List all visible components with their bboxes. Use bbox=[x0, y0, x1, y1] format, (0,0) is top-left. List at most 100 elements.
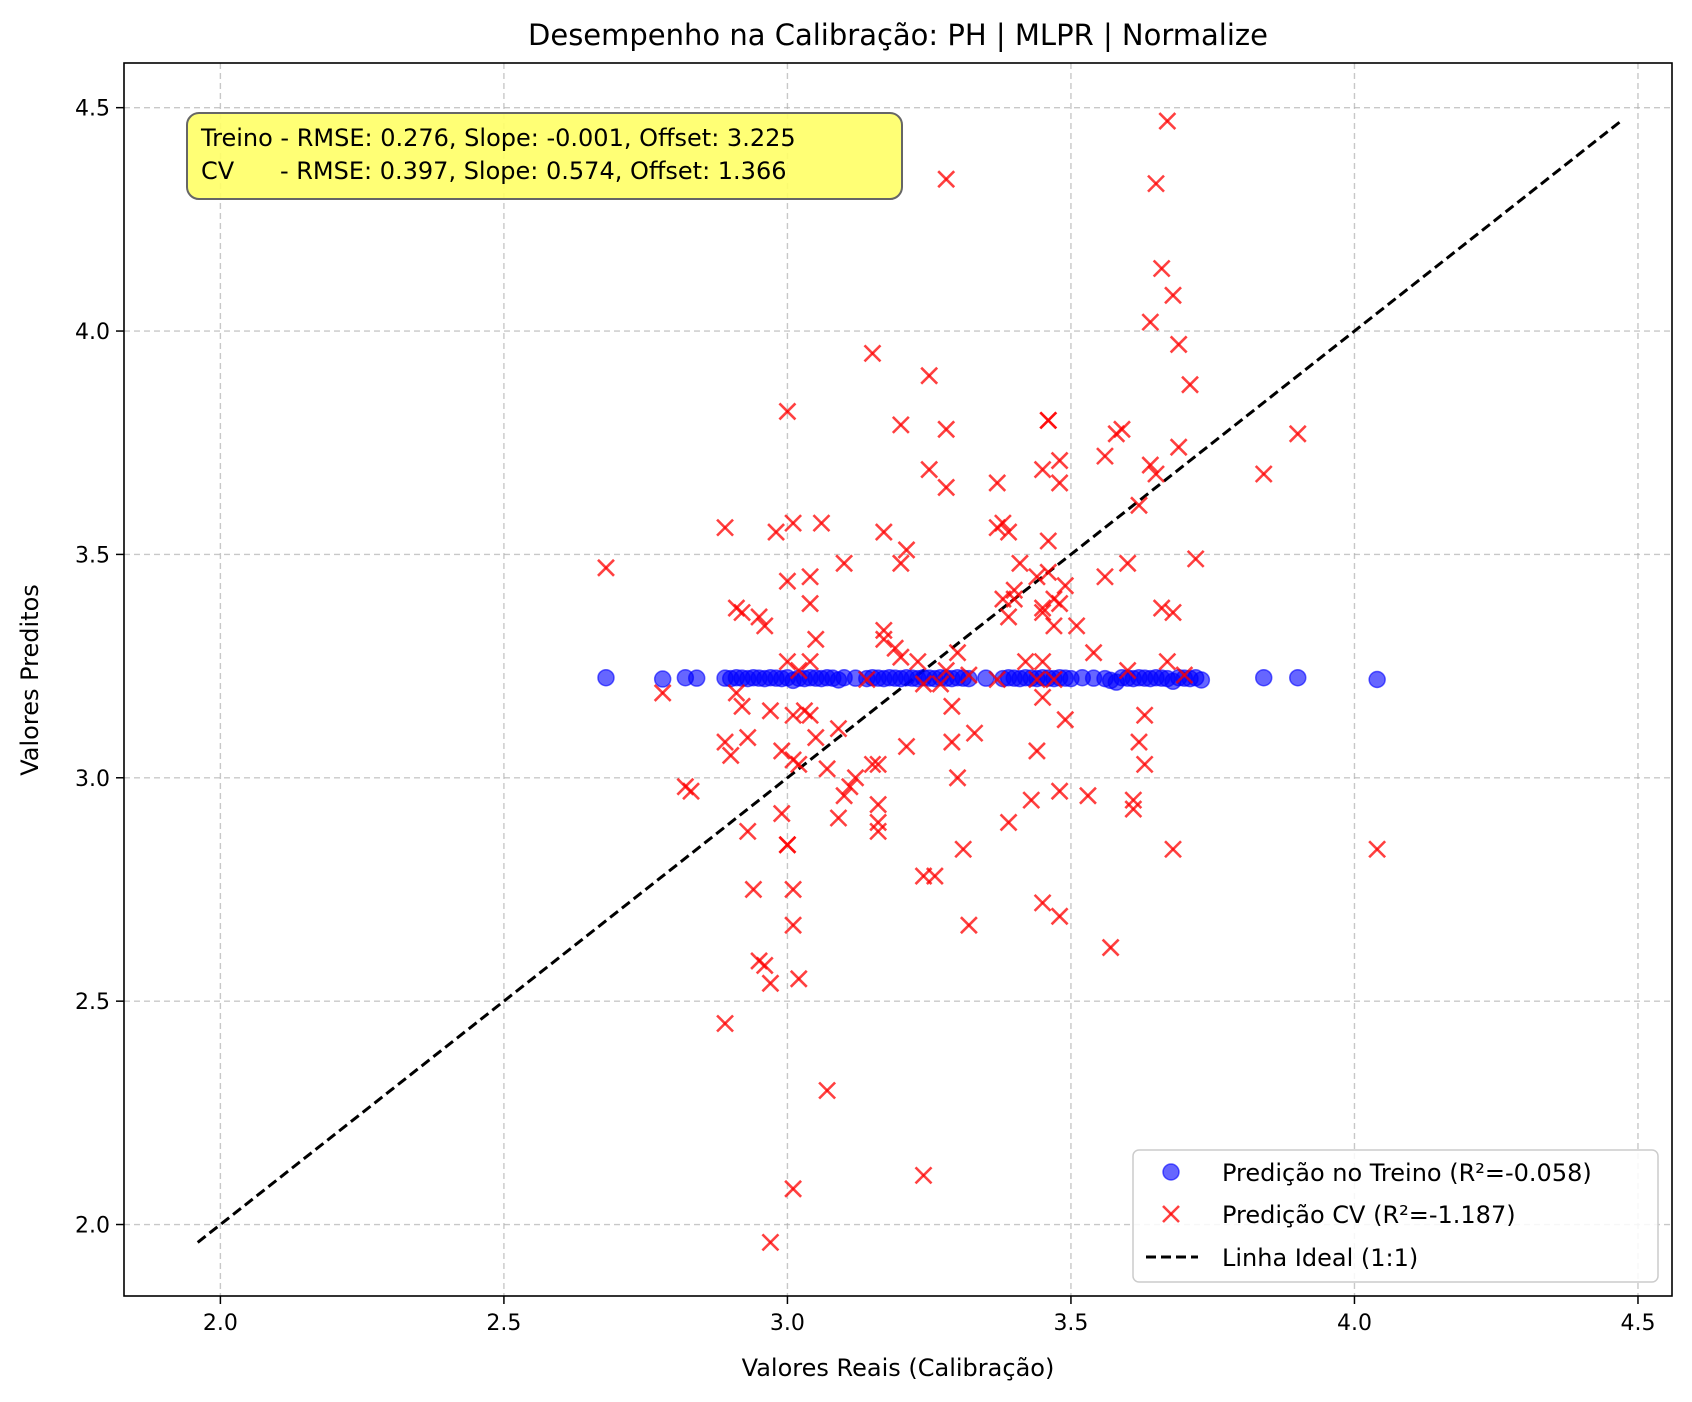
cv-point bbox=[1033, 599, 1052, 617]
train-point bbox=[687, 669, 706, 687]
y-tick-label: 2.5 bbox=[75, 990, 110, 1015]
cv-point bbox=[772, 742, 791, 760]
x-tick-label: 3.5 bbox=[1053, 1311, 1088, 1336]
cv-point bbox=[959, 666, 978, 684]
cv-point bbox=[914, 1166, 933, 1185]
train-point bbox=[1368, 670, 1386, 689]
legend-box bbox=[1132, 1149, 1659, 1283]
cv-point bbox=[999, 813, 1018, 832]
legend-label-cv: Predição CV (R²=-1.187) bbox=[1222, 1201, 1516, 1229]
cv-point bbox=[1050, 907, 1069, 926]
chart-title: Desempenho na Calibração: PH | MLPR | No… bbox=[528, 18, 1268, 52]
cv-point bbox=[716, 1014, 734, 1033]
cv-point bbox=[761, 974, 780, 993]
cv-point bbox=[1147, 465, 1165, 483]
cv-point bbox=[840, 777, 859, 796]
cv-point bbox=[874, 630, 893, 649]
cv-point bbox=[1135, 706, 1154, 725]
cv-point bbox=[1050, 594, 1069, 613]
y-tick-label: 4.0 bbox=[75, 320, 110, 345]
cv-point bbox=[784, 880, 803, 899]
cv-point bbox=[750, 608, 768, 626]
cv-point bbox=[767, 523, 786, 541]
cv-point bbox=[891, 415, 910, 434]
cv-point bbox=[1056, 576, 1075, 595]
x-tick-label: 2.0 bbox=[203, 1311, 238, 1336]
cv-point bbox=[1164, 840, 1182, 859]
cv-point bbox=[863, 344, 882, 363]
cv-point bbox=[778, 835, 797, 854]
cv-point bbox=[937, 170, 956, 189]
cv-point bbox=[993, 514, 1012, 533]
annotation-line-train: Treino - RMSE: 0.276, Slope: -0.001, Off… bbox=[200, 124, 796, 152]
cv-point bbox=[682, 782, 700, 801]
cv-point bbox=[1141, 313, 1160, 332]
cv-point bbox=[1158, 112, 1177, 130]
cv-points bbox=[597, 112, 1387, 1252]
cv-point bbox=[959, 916, 978, 935]
cv-point bbox=[1045, 616, 1063, 635]
cv-point bbox=[812, 514, 831, 533]
cv-point bbox=[738, 728, 757, 747]
cv-point bbox=[1164, 286, 1182, 305]
cv-point bbox=[942, 733, 961, 751]
train-point bbox=[597, 668, 615, 687]
cv-point bbox=[914, 675, 933, 693]
cv-point bbox=[1033, 603, 1052, 622]
cv-point bbox=[1028, 742, 1046, 760]
cv-point bbox=[1028, 567, 1046, 586]
cv-point bbox=[778, 572, 797, 591]
train-point bbox=[653, 670, 672, 688]
cv-point bbox=[597, 558, 615, 577]
cv-point bbox=[716, 733, 734, 751]
cv-point bbox=[897, 737, 916, 756]
cv-point bbox=[1033, 652, 1052, 671]
cv-point bbox=[1084, 643, 1103, 662]
cv-point bbox=[727, 683, 746, 702]
cv-point bbox=[1113, 420, 1131, 439]
cv-point bbox=[891, 554, 910, 573]
cv-point bbox=[1130, 496, 1148, 515]
cv-point bbox=[1368, 840, 1387, 859]
y-axis-title: Valores Preditos bbox=[16, 584, 44, 776]
y-tick-label: 2.0 bbox=[75, 1214, 110, 1239]
x-axis-ticks: 2.0 2.5 3.0 3.5 4.0 4.5 bbox=[203, 1296, 1655, 1336]
cv-point bbox=[744, 880, 763, 899]
cv-point bbox=[1010, 554, 1029, 573]
x-tick-label: 3.0 bbox=[770, 1311, 805, 1336]
cv-point bbox=[1101, 938, 1120, 957]
cv-point bbox=[857, 670, 876, 689]
cv-point bbox=[733, 603, 751, 622]
cv-point bbox=[1067, 616, 1086, 635]
cv-point bbox=[1118, 554, 1137, 573]
cv-point bbox=[806, 728, 825, 747]
x-tick-label: 4.0 bbox=[1337, 1311, 1372, 1336]
cv-point bbox=[772, 804, 791, 823]
cv-point bbox=[1022, 791, 1041, 810]
cv-point bbox=[874, 523, 893, 541]
cv-point bbox=[818, 759, 837, 778]
cv-point bbox=[886, 639, 905, 658]
legend-marker-cv bbox=[1162, 1205, 1180, 1223]
cv-point bbox=[1130, 733, 1148, 751]
cv-point bbox=[835, 554, 854, 573]
train-point bbox=[977, 669, 995, 687]
cv-point bbox=[801, 652, 820, 671]
train-point bbox=[1289, 668, 1307, 687]
cv-point bbox=[869, 813, 888, 832]
cv-point bbox=[1016, 652, 1035, 671]
legend-marker-train bbox=[1162, 1163, 1180, 1181]
cv-point bbox=[937, 420, 956, 439]
cv-point bbox=[1124, 800, 1143, 818]
cv-point bbox=[801, 567, 820, 586]
annotation-box bbox=[186, 112, 903, 200]
annotation-line-cv: CV - RMSE: 0.397, Slope: 0.574, Offset: … bbox=[201, 157, 787, 185]
cv-point bbox=[1039, 532, 1058, 550]
cv-point bbox=[801, 706, 820, 725]
cv-point bbox=[965, 724, 984, 743]
cv-point bbox=[1056, 710, 1075, 729]
legend-label-ideal-line: Linha Ideal (1:1) bbox=[1222, 1244, 1418, 1272]
cv-point bbox=[1158, 652, 1177, 671]
cv-point bbox=[1152, 599, 1171, 617]
y-tick-label: 3.5 bbox=[75, 543, 110, 568]
